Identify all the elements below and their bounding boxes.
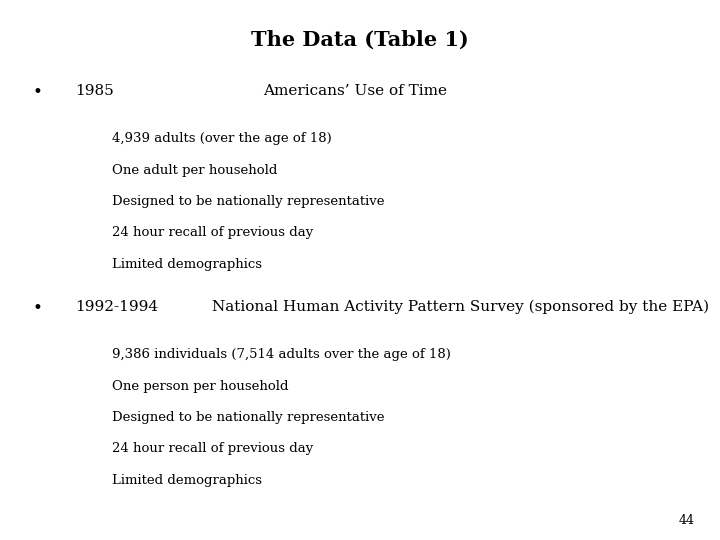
Text: 1985: 1985 <box>76 84 114 98</box>
Text: Limited demographics: Limited demographics <box>112 474 261 487</box>
Text: One adult per household: One adult per household <box>112 164 277 177</box>
Text: 24 hour recall of previous day: 24 hour recall of previous day <box>112 442 313 455</box>
Text: Americans’ Use of Time: Americans’ Use of Time <box>263 84 447 98</box>
Text: The Data (Table 1): The Data (Table 1) <box>251 30 469 50</box>
Text: National Human Activity Pattern Survey (sponsored by the EPA): National Human Activity Pattern Survey (… <box>212 300 709 314</box>
Text: 44: 44 <box>679 514 695 526</box>
Text: Designed to be nationally representative: Designed to be nationally representative <box>112 411 384 424</box>
Text: Designed to be nationally representative: Designed to be nationally representative <box>112 195 384 208</box>
Text: •: • <box>32 300 42 316</box>
Text: Limited demographics: Limited demographics <box>112 258 261 271</box>
Text: 24 hour recall of previous day: 24 hour recall of previous day <box>112 226 313 239</box>
Text: 1992-1994: 1992-1994 <box>76 300 158 314</box>
Text: 9,386 individuals (7,514 adults over the age of 18): 9,386 individuals (7,514 adults over the… <box>112 348 451 361</box>
Text: One person per household: One person per household <box>112 380 288 393</box>
Text: •: • <box>32 84 42 100</box>
Text: 4,939 adults (over the age of 18): 4,939 adults (over the age of 18) <box>112 132 331 145</box>
